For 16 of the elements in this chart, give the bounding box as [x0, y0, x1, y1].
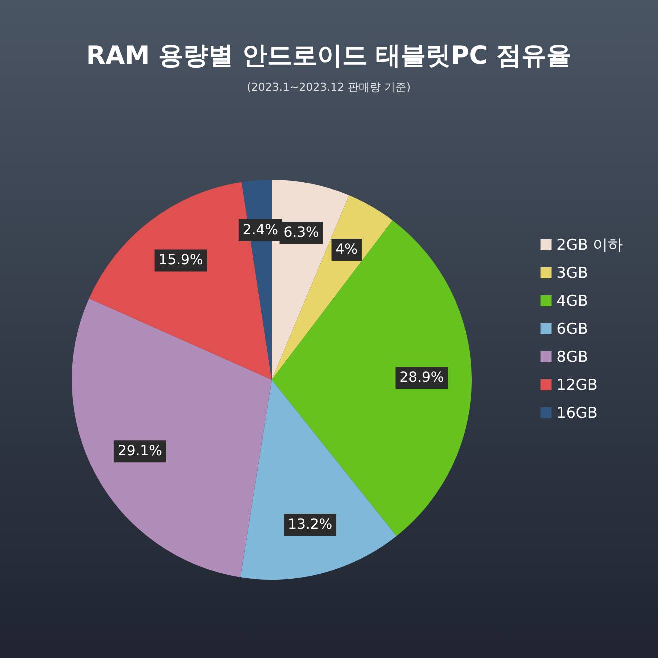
data-label: 6.3% — [284, 224, 320, 241]
data-label: 13.2% — [288, 517, 333, 534]
legend-label: 8GB — [556, 348, 588, 366]
legend-label: 6GB — [556, 320, 588, 338]
chart-title: RAM 용량별 안드로이드 태블릿PC 점유율 — [86, 41, 572, 70]
data-label: 2.4% — [242, 222, 278, 238]
legend-label: 2GB 이하 — [556, 236, 624, 254]
data-label: 4% — [336, 242, 358, 258]
legend-label: 12GB — [556, 376, 598, 394]
legend-label: 16GB — [556, 404, 598, 422]
legend-label: 3GB — [556, 264, 588, 282]
data-label: 15.9% — [158, 252, 204, 269]
data-label: 29.1% — [118, 444, 162, 460]
chart-subtitle: (2023.1~2023.12 판매량 기준) — [247, 81, 411, 94]
data-label: 28.9% — [400, 370, 444, 386]
legend-label: 4GB — [556, 292, 588, 310]
